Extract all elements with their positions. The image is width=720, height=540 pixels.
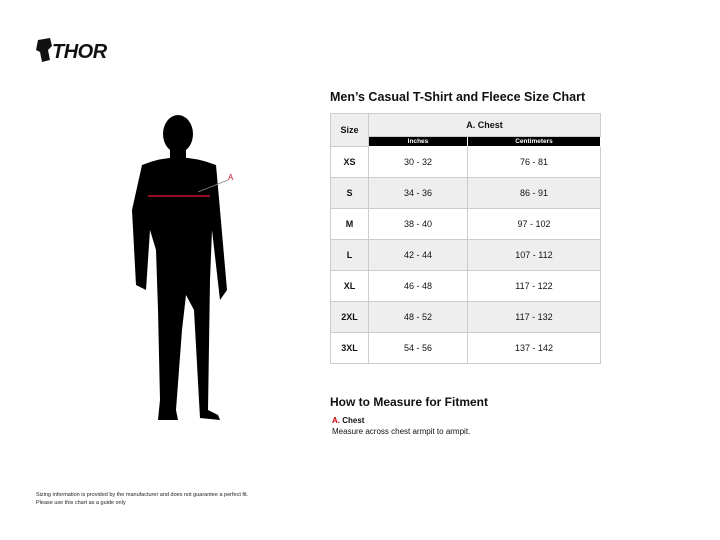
size-header: Size [330, 113, 369, 147]
howto-chest-desc: Measure across chest armpit to armpit. [332, 427, 471, 436]
cm-cell: 76 - 81 [466, 146, 602, 178]
howto-title: How to Measure for Fitment [330, 395, 489, 409]
disclaimer: Sizing information is provided by the ma… [36, 491, 248, 507]
size-cell: 3XL [330, 332, 369, 364]
size-cell: XS [330, 146, 369, 178]
table-row: S 34 - 36 86 - 91 [330, 177, 602, 209]
inches-cell: 30 - 32 [368, 146, 468, 178]
inches-cell: 42 - 44 [368, 239, 468, 271]
inches-cell: 38 - 40 [368, 208, 468, 240]
howto-label: Chest [342, 416, 365, 425]
table-row: L 42 - 44 107 - 112 [330, 239, 602, 271]
size-cell: 2XL [330, 301, 369, 333]
cm-cell: 97 - 102 [466, 208, 602, 240]
chest-header: A. Chest [368, 113, 601, 137]
marker-a: A [228, 173, 234, 182]
table-row: 2XL 48 - 52 117 - 132 [330, 301, 602, 333]
table-row: XL 46 - 48 117 - 122 [330, 270, 602, 302]
table-row: M 38 - 40 97 - 102 [330, 208, 602, 240]
howto-chest-label: A. Chest [332, 416, 364, 425]
inches-header: Inches [368, 136, 468, 147]
cm-cell: 86 - 91 [466, 177, 602, 209]
thor-helmet-icon [36, 38, 52, 62]
disclaimer-line1: Sizing information is provided by the ma… [36, 492, 249, 498]
cm-cell: 137 - 142 [466, 332, 602, 364]
size-cell: L [330, 239, 369, 271]
inches-cell: 48 - 52 [368, 301, 468, 333]
cm-header: Centimeters [466, 136, 602, 147]
disclaimer-line2: Please use this chart as a guide only [36, 500, 126, 506]
inches-cell: 34 - 36 [368, 177, 468, 209]
body-silhouette: A [132, 115, 234, 420]
cm-cell: 117 - 122 [466, 270, 602, 302]
howto-prefix: A. [332, 416, 340, 425]
cm-cell: 117 - 132 [466, 301, 602, 333]
inches-cell: 54 - 56 [368, 332, 468, 364]
size-cell: XL [330, 270, 369, 302]
cm-cell: 107 - 112 [466, 239, 602, 271]
chart-title: Men’s Casual T-Shirt and Fleece Size Cha… [330, 90, 586, 104]
brand-logo: THOR [52, 41, 107, 63]
size-cell: M [330, 208, 369, 240]
inches-cell: 46 - 48 [368, 270, 468, 302]
table-row: XS 30 - 32 76 - 81 [330, 146, 602, 178]
table-row: 3XL 54 - 56 137 - 142 [330, 332, 602, 364]
size-table: Size A. Chest Inches Centimeters XS 30 - … [330, 113, 602, 364]
size-cell: S [330, 177, 369, 209]
